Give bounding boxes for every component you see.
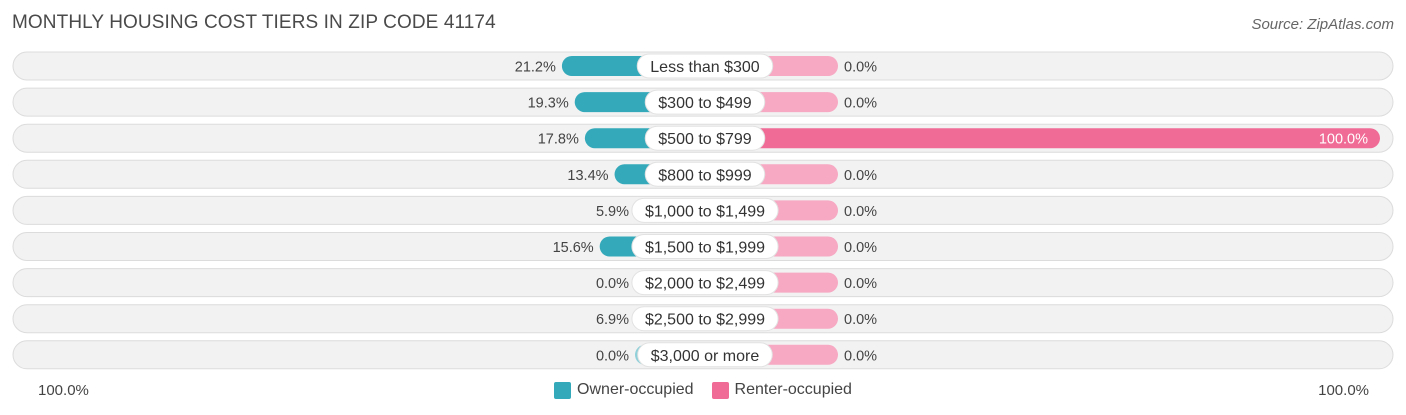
category-pill	[644, 89, 766, 115]
category-label: $2,000 to $2,499	[645, 276, 765, 293]
legend: Owner-occupied Renter-occupied	[0, 381, 1406, 399]
owner-value-label: 13.4%	[567, 168, 608, 184]
chart-row: $800 to $999 13.4% 0.0%	[12, 159, 1394, 189]
chart-source: Source: ZipAtlas.com	[1251, 16, 1394, 33]
owner-value-label: 6.9%	[596, 312, 629, 328]
chart-title: MONTHLY HOUSING COST TIERS IN ZIP CODE 4…	[12, 12, 496, 33]
axis-right-label: 100.0%	[1318, 382, 1369, 399]
legend-item-renter: Renter-occupied	[711, 381, 852, 399]
category-pill	[631, 234, 779, 259]
category-label: $500 to $799	[658, 131, 752, 148]
renter-value-label: 0.0%	[844, 348, 877, 364]
chart-row: Less than $300 21.2% 0.0%	[12, 51, 1394, 81]
category-label: $300 to $499	[658, 95, 752, 112]
owner-value-label: 17.8%	[538, 132, 579, 148]
renter-value-label: 0.0%	[844, 96, 877, 112]
renter-value-label: 0.0%	[844, 168, 877, 184]
legend-item-owner: Owner-occupied	[554, 381, 694, 399]
owner-value-label: 0.0%	[596, 348, 629, 364]
owner-value-label: 0.0%	[596, 276, 629, 292]
category-pill	[631, 197, 779, 223]
owner-value-label: 15.6%	[553, 240, 594, 256]
owner-value-label: 19.3%	[528, 96, 569, 112]
renter-value-label: 0.0%	[844, 240, 877, 256]
legend-label-owner: Owner-occupied	[577, 381, 694, 398]
owner-value-label: 21.2%	[515, 60, 556, 76]
chart-row: $3,000 or more 0.0% 0.0%	[12, 340, 1394, 370]
renter-value-label: 0.0%	[844, 60, 877, 76]
renter-value-label: 0.0%	[844, 276, 877, 292]
owner-value-label: 5.9%	[596, 204, 629, 220]
category-pill	[631, 270, 779, 296]
category-pill	[631, 306, 779, 332]
legend-swatch-renter	[711, 381, 729, 399]
chart-row: $1,000 to $1,499 5.9% 0.0%	[12, 195, 1394, 225]
renter-value-label: 0.0%	[844, 204, 877, 220]
category-pill	[644, 161, 766, 187]
chart-row: $2,000 to $2,499 0.0% 0.0%	[12, 268, 1394, 298]
renter-value-label: 0.0%	[844, 312, 877, 328]
category-label: $800 to $999	[658, 167, 752, 184]
category-label: Less than $300	[650, 59, 760, 76]
category-label: $1,000 to $1,499	[645, 203, 765, 220]
category-label: $3,000 or more	[651, 348, 760, 365]
category-label: $1,500 to $1,999	[645, 240, 765, 257]
legend-swatch-owner	[554, 381, 572, 399]
category-label: $2,500 to $2,999	[645, 312, 765, 329]
category-pill	[644, 125, 766, 151]
legend-label-renter: Renter-occupied	[734, 381, 852, 398]
axis-left-label: 100.0%	[38, 382, 89, 399]
category-pill	[636, 53, 774, 79]
chart-row: $2,500 to $2,999 6.9% 0.0%	[12, 304, 1394, 334]
chart-row: $500 to $799 17.8% 100.0%	[12, 123, 1394, 153]
category-pill	[637, 342, 773, 368]
chart-row: $1,500 to $1,999 15.6% 0.0%	[12, 232, 1394, 261]
chart-row: $300 to $499 19.3% 0.0%	[12, 87, 1394, 117]
renter-bar	[705, 128, 1380, 149]
renter-value-label: 100.0%	[1319, 132, 1368, 148]
